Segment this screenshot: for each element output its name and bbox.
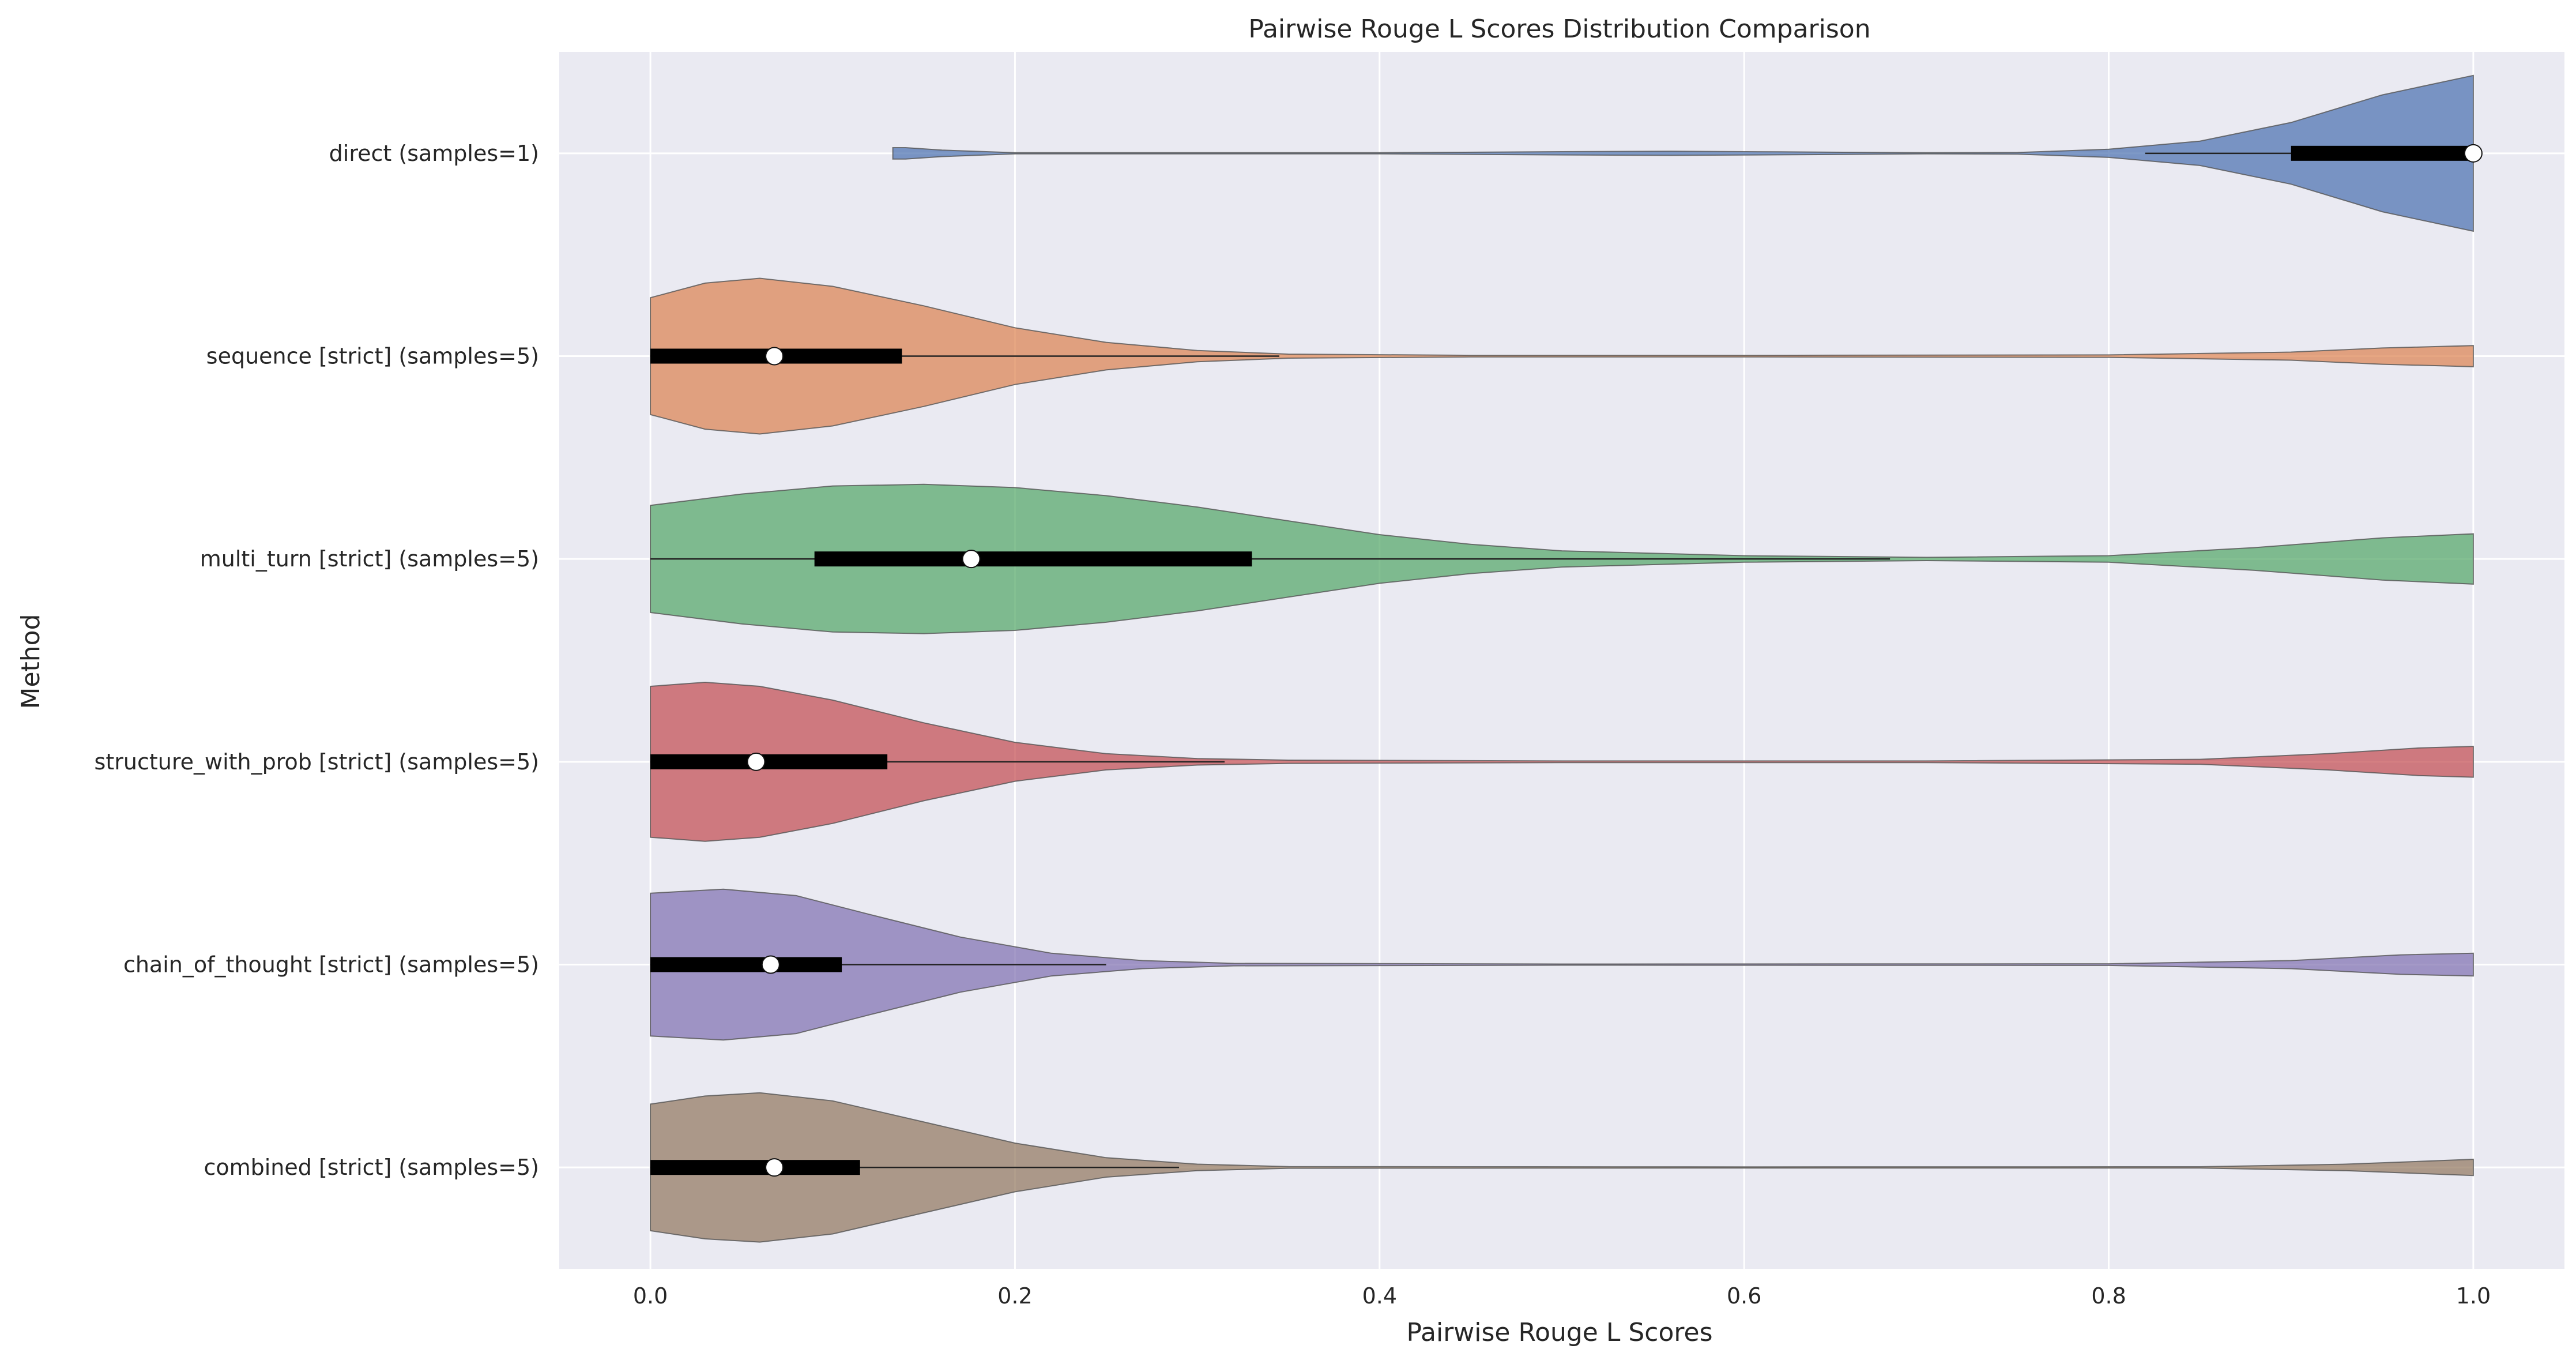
- y-tick-label: direct (samples=1): [329, 141, 539, 166]
- violin-shape: [892, 74, 2474, 232]
- x-tick-label: 0.4: [1362, 1283, 1397, 1309]
- box-markers: [650, 144, 2483, 1177]
- y-tick-label: combined [strict] (samples=5): [204, 1155, 539, 1180]
- chart-title: Pairwise Rouge L Scores Distribution Com…: [1248, 14, 1870, 44]
- y-axis-label: Method: [16, 614, 46, 709]
- y-tick-label: sequence [strict] (samples=5): [206, 344, 539, 369]
- violin-shape: [650, 277, 2474, 435]
- y-tick-label: structure_with_prob [strict] (samples=5): [95, 749, 539, 775]
- x-tick-label: 0.0: [633, 1283, 668, 1309]
- violin-shape: [650, 1092, 2474, 1243]
- x-tick-label: 0.8: [2091, 1283, 2126, 1309]
- violin-shape: [650, 888, 2474, 1041]
- iqr-box: [814, 551, 1252, 567]
- median-marker: [765, 1158, 784, 1177]
- median-marker: [765, 347, 784, 366]
- iqr-box: [650, 754, 888, 769]
- median-marker: [962, 550, 981, 569]
- median-marker: [747, 752, 766, 771]
- iqr-box: [650, 1160, 860, 1175]
- median-marker: [2464, 144, 2483, 163]
- x-tick-label: 0.2: [997, 1283, 1032, 1309]
- iqr-box: [2291, 145, 2473, 161]
- median-marker: [761, 955, 780, 974]
- y-tick-label: chain_of_thought [strict] (samples=5): [123, 952, 539, 978]
- y-tick-label: multi_turn [strict] (samples=5): [200, 546, 539, 572]
- violin-shape: [650, 681, 2474, 842]
- x-tick-label: 1.0: [2456, 1283, 2491, 1309]
- x-tick-labels: 0.0 0.2 0.4 0.6 0.8 1.0: [633, 1283, 2491, 1309]
- plot-background: [559, 52, 2564, 1269]
- x-tick-label: 0.6: [1727, 1283, 1761, 1309]
- y-tick-labels: direct (samples=1) sequence [strict] (sam…: [95, 141, 539, 1180]
- x-axis-label: Pairwise Rouge L Scores: [1406, 1318, 1712, 1347]
- iqr-box: [650, 957, 842, 972]
